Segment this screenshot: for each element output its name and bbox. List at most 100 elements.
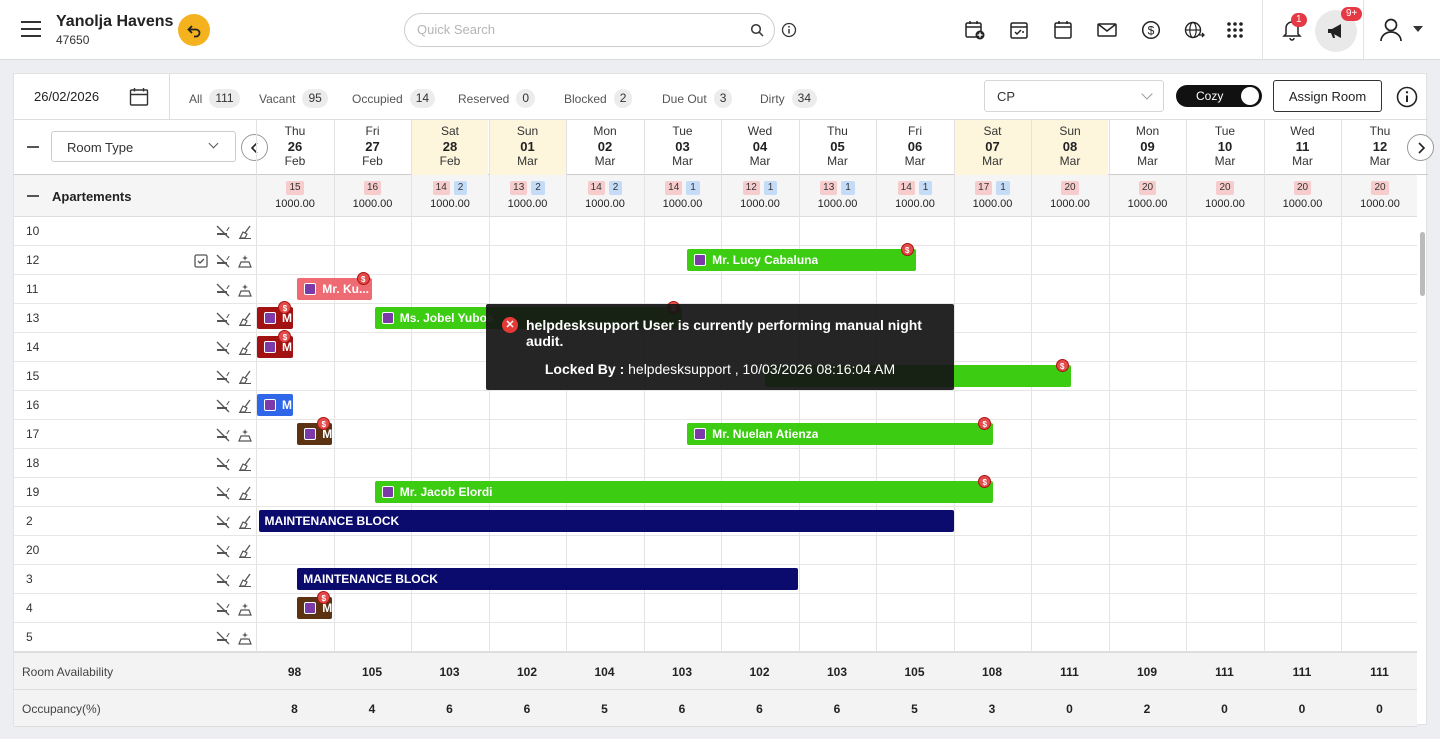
- grid-line: [566, 391, 567, 419]
- next-dates-button[interactable]: [1407, 134, 1434, 161]
- announcements-button[interactable]: 9+: [1315, 7, 1363, 52]
- grid-line: [488, 623, 490, 651]
- grid-line: [721, 275, 722, 303]
- grid-line: [333, 536, 335, 564]
- clean-sparkle-icon[interactable]: [237, 601, 253, 622]
- no-smoking-icon[interactable]: [215, 543, 231, 564]
- dirty-broom-icon[interactable]: [237, 224, 253, 245]
- booking-bar[interactable]: Mr. Ku... $: [297, 272, 372, 300]
- filter-all[interactable]: All 111: [189, 89, 240, 108]
- vertical-scrollbar[interactable]: [1418, 220, 1428, 650]
- no-smoking-icon[interactable]: [215, 253, 231, 274]
- dirty-broom-icon[interactable]: [237, 572, 253, 593]
- clean-sparkle-icon[interactable]: [237, 282, 253, 303]
- no-smoking-icon[interactable]: [215, 514, 231, 535]
- booking-bar[interactable]: Mr. Nuelan Atienza $: [687, 417, 994, 445]
- no-smoking-icon[interactable]: [215, 398, 231, 419]
- grid-line: [488, 246, 490, 274]
- room-row: 16: [14, 391, 1417, 420]
- chevron-down-icon[interactable]: [1413, 26, 1423, 32]
- blocked-count-badge: 1: [918, 181, 933, 195]
- room-type-select[interactable]: Room Type: [51, 131, 236, 162]
- no-smoking-icon[interactable]: [215, 282, 231, 303]
- svg-text:$: $: [1148, 24, 1155, 38]
- calendar-icon[interactable]: [1052, 19, 1074, 41]
- prev-dates-button[interactable]: [241, 134, 268, 161]
- booking-bar[interactable]: MAINTENANCE BLOCK: [258, 510, 955, 532]
- collapse-all-icon[interactable]: [27, 146, 39, 148]
- info-icon[interactable]: [1396, 86, 1418, 108]
- no-smoking-icon[interactable]: [215, 630, 231, 651]
- no-smoking-icon[interactable]: [215, 224, 231, 245]
- availability-badges: 15: [257, 181, 333, 195]
- booking-bar[interactable]: Mr. Jacob Elordi $: [374, 475, 994, 503]
- group-day-cell: 14 1 1000.00: [876, 175, 953, 217]
- chart-date[interactable]: 26/02/2026: [34, 89, 100, 104]
- filter-dirty[interactable]: Dirty 34: [760, 89, 818, 108]
- globe-icon[interactable]: [1184, 19, 1206, 41]
- notifications-button[interactable]: 1: [1281, 13, 1307, 46]
- calendar-check-icon[interactable]: [1008, 19, 1030, 41]
- undo-icon: [187, 25, 201, 38]
- search-input[interactable]: [417, 22, 737, 37]
- no-smoking-icon[interactable]: [215, 311, 231, 332]
- date-column-header: Wed 11 Mar: [1263, 120, 1341, 175]
- booking-bar[interactable]: M $: [257, 330, 294, 358]
- rate-plan-select[interactable]: CP: [984, 80, 1164, 112]
- no-smoking-icon[interactable]: [215, 369, 231, 390]
- dirty-broom-icon[interactable]: [237, 340, 253, 361]
- filter-label: All: [189, 91, 203, 106]
- dirty-broom-icon[interactable]: [237, 485, 253, 506]
- dirty-broom-icon[interactable]: [237, 456, 253, 477]
- booking-bar[interactable]: M $: [257, 301, 294, 329]
- payment-due-icon: $: [317, 417, 331, 430]
- dollar-icon[interactable]: $: [1140, 19, 1162, 41]
- booking-bar[interactable]: M: [257, 394, 294, 416]
- filter-due-out[interactable]: Due Out 3: [662, 89, 733, 108]
- booking-bar[interactable]: Mr. Lucy Cabaluna $: [687, 243, 916, 271]
- no-smoking-icon[interactable]: [215, 456, 231, 477]
- search-icon[interactable]: [750, 23, 764, 37]
- assign-room-button[interactable]: Assign Room: [1273, 80, 1382, 112]
- scrollbar-thumb[interactable]: [1420, 232, 1425, 296]
- grid-line: [1341, 623, 1342, 651]
- occupancy-value: 6: [678, 702, 686, 716]
- no-smoking-icon[interactable]: [215, 485, 231, 506]
- mail-icon[interactable]: [1096, 19, 1118, 41]
- grid-line: [1186, 536, 1187, 564]
- filter-reserved[interactable]: Reserved 0: [458, 89, 536, 108]
- filter-blocked[interactable]: Blocked 2: [564, 89, 633, 108]
- info-icon[interactable]: [781, 22, 797, 38]
- dirty-broom-icon[interactable]: [237, 369, 253, 390]
- user-menu[interactable]: [1378, 17, 1404, 48]
- property-id: 47650: [56, 33, 90, 47]
- back-button[interactable]: [178, 14, 210, 46]
- view-toggle[interactable]: Cozy: [1176, 85, 1262, 107]
- reservation-icon: [694, 254, 707, 266]
- no-smoking-icon[interactable]: [215, 601, 231, 622]
- room-number: 4: [26, 601, 33, 615]
- collapse-group-icon[interactable]: [27, 195, 39, 197]
- filter-occupied[interactable]: Occupied 14: [352, 89, 436, 108]
- filter-vacant[interactable]: Vacant 95: [259, 89, 328, 108]
- no-smoking-icon[interactable]: [215, 340, 231, 361]
- new-reservation-icon[interactable]: [964, 19, 986, 41]
- clean-sparkle-icon[interactable]: [237, 253, 253, 274]
- day-of-week: Mon: [593, 124, 617, 138]
- clean-sparkle-icon[interactable]: [237, 427, 253, 448]
- available-count-badge: 14: [432, 181, 450, 195]
- no-smoking-icon[interactable]: [215, 572, 231, 593]
- clean-sparkle-icon[interactable]: [237, 630, 253, 651]
- booking-bar[interactable]: M $: [297, 591, 333, 619]
- dirty-broom-icon[interactable]: [237, 311, 253, 332]
- calendar-icon[interactable]: [129, 87, 149, 107]
- dirty-broom-icon[interactable]: [237, 543, 253, 564]
- inspected-check-icon[interactable]: [193, 253, 209, 274]
- booking-bar[interactable]: MAINTENANCE BLOCK: [297, 568, 798, 590]
- dirty-broom-icon[interactable]: [237, 398, 253, 419]
- booking-bar[interactable]: M $: [297, 417, 333, 445]
- dirty-broom-icon[interactable]: [237, 514, 253, 535]
- apps-grid-icon[interactable]: [1224, 19, 1246, 41]
- no-smoking-icon[interactable]: [215, 427, 231, 448]
- menu-icon[interactable]: [21, 21, 41, 37]
